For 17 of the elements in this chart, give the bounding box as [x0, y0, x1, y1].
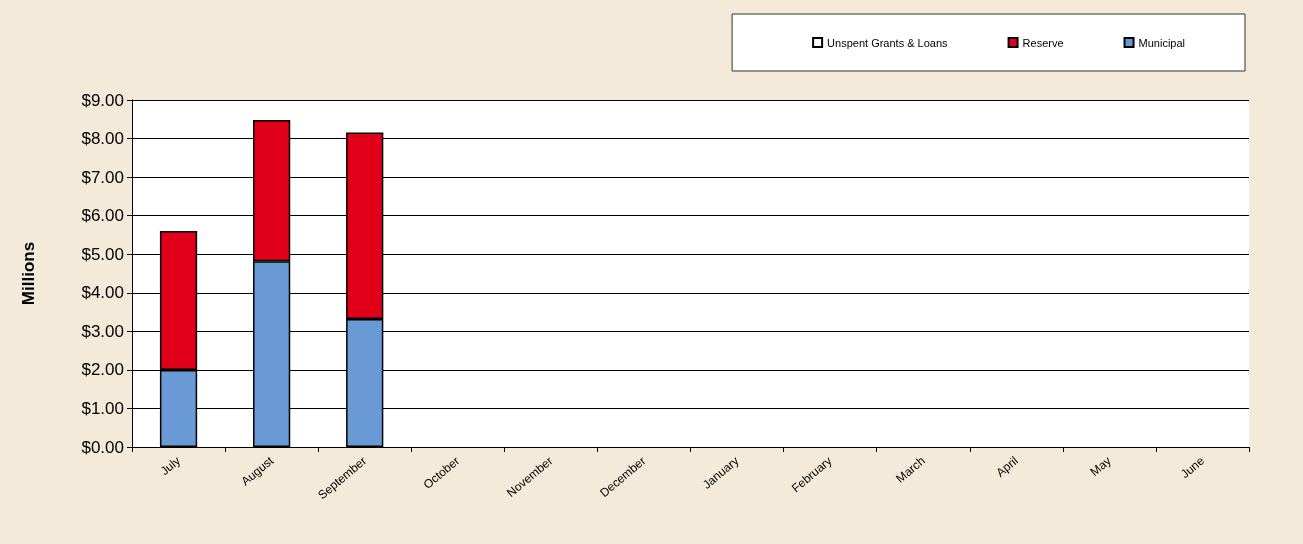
y-tick-label: $8.00	[81, 129, 124, 149]
y-tick-label: $5.00	[81, 244, 124, 264]
y-tick-label: $7.00	[81, 167, 124, 187]
y-axis-title: Millions	[19, 241, 38, 306]
y-tick-label: $3.00	[81, 321, 124, 341]
y-tick-label: $1.00	[81, 398, 124, 418]
x-tick-label: June	[1178, 453, 1208, 482]
y-tick-label: $6.00	[81, 206, 124, 226]
y-tick-label: $9.00	[81, 90, 124, 110]
y-tick-label: $2.00	[81, 360, 124, 380]
x-tick-label: July	[157, 453, 184, 479]
legend-label: Municipal	[1138, 36, 1185, 49]
x-tick-label: May	[1087, 453, 1114, 479]
legend-label: Unspent Grants & Loans	[827, 36, 949, 49]
legend-label: Reserve	[1022, 36, 1064, 49]
y-tick-label: $4.00	[81, 283, 124, 303]
y-tick-label: $0.00	[81, 437, 124, 457]
